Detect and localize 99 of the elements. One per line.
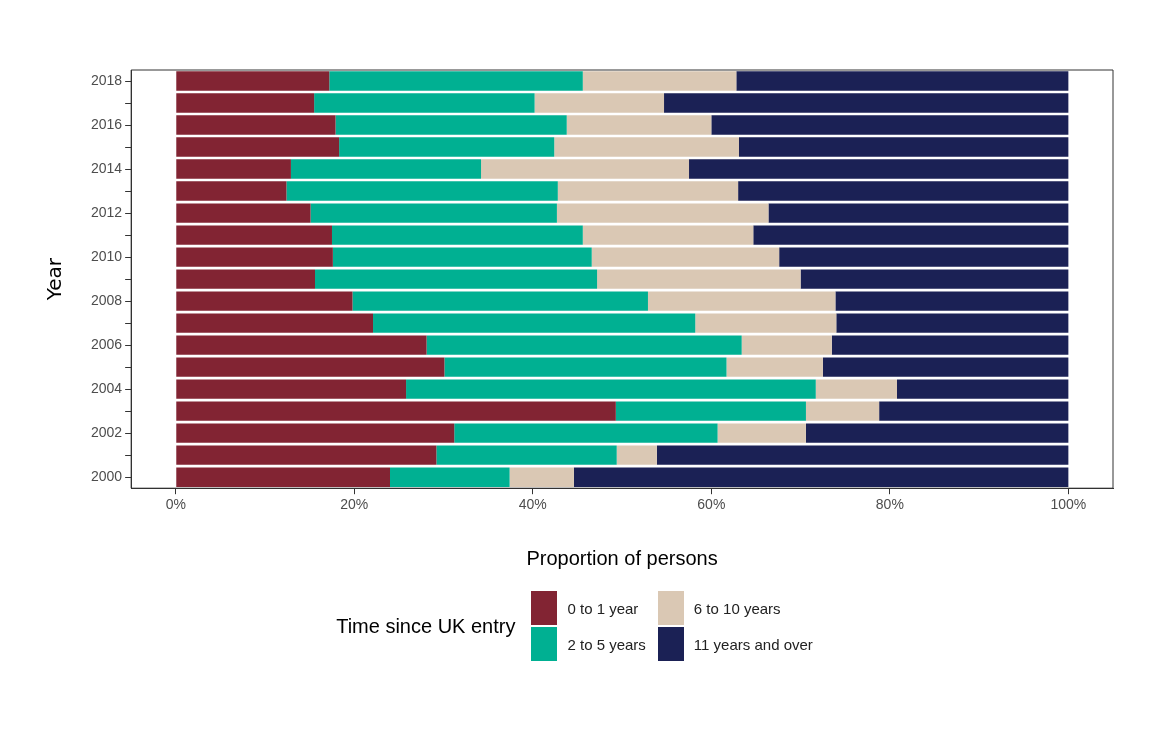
y-axis-title: Year (42, 257, 67, 302)
bar (314, 93, 535, 113)
bar (331, 225, 583, 245)
bar (509, 467, 574, 487)
bar (831, 335, 1069, 355)
y-tick-label: 2014 (90, 159, 123, 176)
legend-title: Time since UK entry (336, 614, 516, 638)
bar (647, 291, 836, 311)
bar (176, 401, 616, 421)
bar (352, 291, 648, 311)
bar (176, 115, 336, 135)
bar (573, 467, 1069, 487)
bar (436, 445, 617, 465)
y-tick-label: 2002 (90, 424, 123, 441)
y-tick-label: 2016 (90, 115, 123, 132)
bar (835, 291, 1069, 311)
bar (176, 291, 353, 311)
bar (373, 313, 696, 333)
bar (176, 225, 332, 245)
bar (736, 71, 1069, 91)
bar (176, 137, 340, 157)
y-tick-label: 2010 (90, 247, 123, 264)
bar (815, 379, 897, 399)
bar (176, 379, 407, 399)
bar (717, 423, 806, 443)
x-tick-label: 20% (340, 496, 369, 513)
bar (176, 335, 427, 355)
bar (481, 159, 690, 179)
bar (739, 137, 1069, 157)
bar (805, 401, 880, 421)
x-tick-label: 40% (518, 496, 547, 513)
bar (176, 159, 291, 179)
bar (741, 335, 832, 355)
bar (566, 115, 712, 135)
bar (176, 203, 311, 223)
bar (315, 269, 598, 289)
bar (454, 423, 718, 443)
bar (444, 357, 727, 377)
bar (176, 467, 390, 487)
bar (726, 357, 823, 377)
bar (597, 269, 801, 289)
bar (339, 137, 555, 157)
bar (800, 269, 1069, 289)
bar (582, 71, 737, 91)
x-tick-label: 60% (697, 496, 726, 513)
y-tick-label: 2004 (90, 380, 123, 397)
bar (616, 445, 657, 465)
bar (656, 445, 1069, 465)
bar (176, 93, 315, 113)
bar (332, 247, 592, 267)
bar (896, 379, 1069, 399)
bar (695, 313, 837, 333)
bar (406, 379, 816, 399)
bar (286, 181, 558, 201)
legend-label: 2 to 5 years (567, 635, 646, 653)
bar (176, 357, 445, 377)
bar (822, 357, 1069, 377)
y-tick-label: 2018 (90, 71, 123, 88)
bar (615, 401, 806, 421)
bar (582, 225, 754, 245)
y-tick-label: 2008 (90, 291, 123, 308)
legend-label: 11 years and over (693, 635, 813, 653)
bar (176, 269, 316, 289)
bar (310, 203, 557, 223)
y-tick-label: 2006 (90, 335, 123, 352)
bar (426, 335, 742, 355)
bar (176, 181, 287, 201)
bar (554, 137, 739, 157)
x-tick-label: 0% (165, 496, 186, 513)
bar (753, 225, 1069, 245)
bar (176, 313, 374, 333)
bar (176, 445, 437, 465)
bar (176, 71, 330, 91)
bar (329, 71, 583, 91)
legend-label: 0 to 1 year (567, 599, 639, 617)
bar (176, 423, 455, 443)
x-tick-label: 80% (875, 496, 904, 513)
y-tick-label: 2000 (90, 468, 123, 485)
x-tick-label: 100% (1050, 496, 1087, 513)
bar (768, 203, 1069, 223)
bar (176, 247, 333, 267)
bar (556, 203, 769, 223)
bar (711, 115, 1069, 135)
x-axis-title: Proportion of persons (526, 546, 718, 569)
bar (390, 467, 510, 487)
bar (836, 313, 1069, 333)
bar (557, 181, 739, 201)
bar (738, 181, 1069, 201)
bar (335, 115, 567, 135)
legend-label: 6 to 10 years (693, 599, 781, 617)
y-tick-label: 2012 (90, 203, 123, 220)
bar (689, 159, 1069, 179)
bar (779, 247, 1069, 267)
bar (534, 93, 665, 113)
bar (591, 247, 780, 267)
bar (879, 401, 1069, 421)
bar (805, 423, 1069, 443)
bar (664, 93, 1069, 113)
bar (290, 159, 482, 179)
